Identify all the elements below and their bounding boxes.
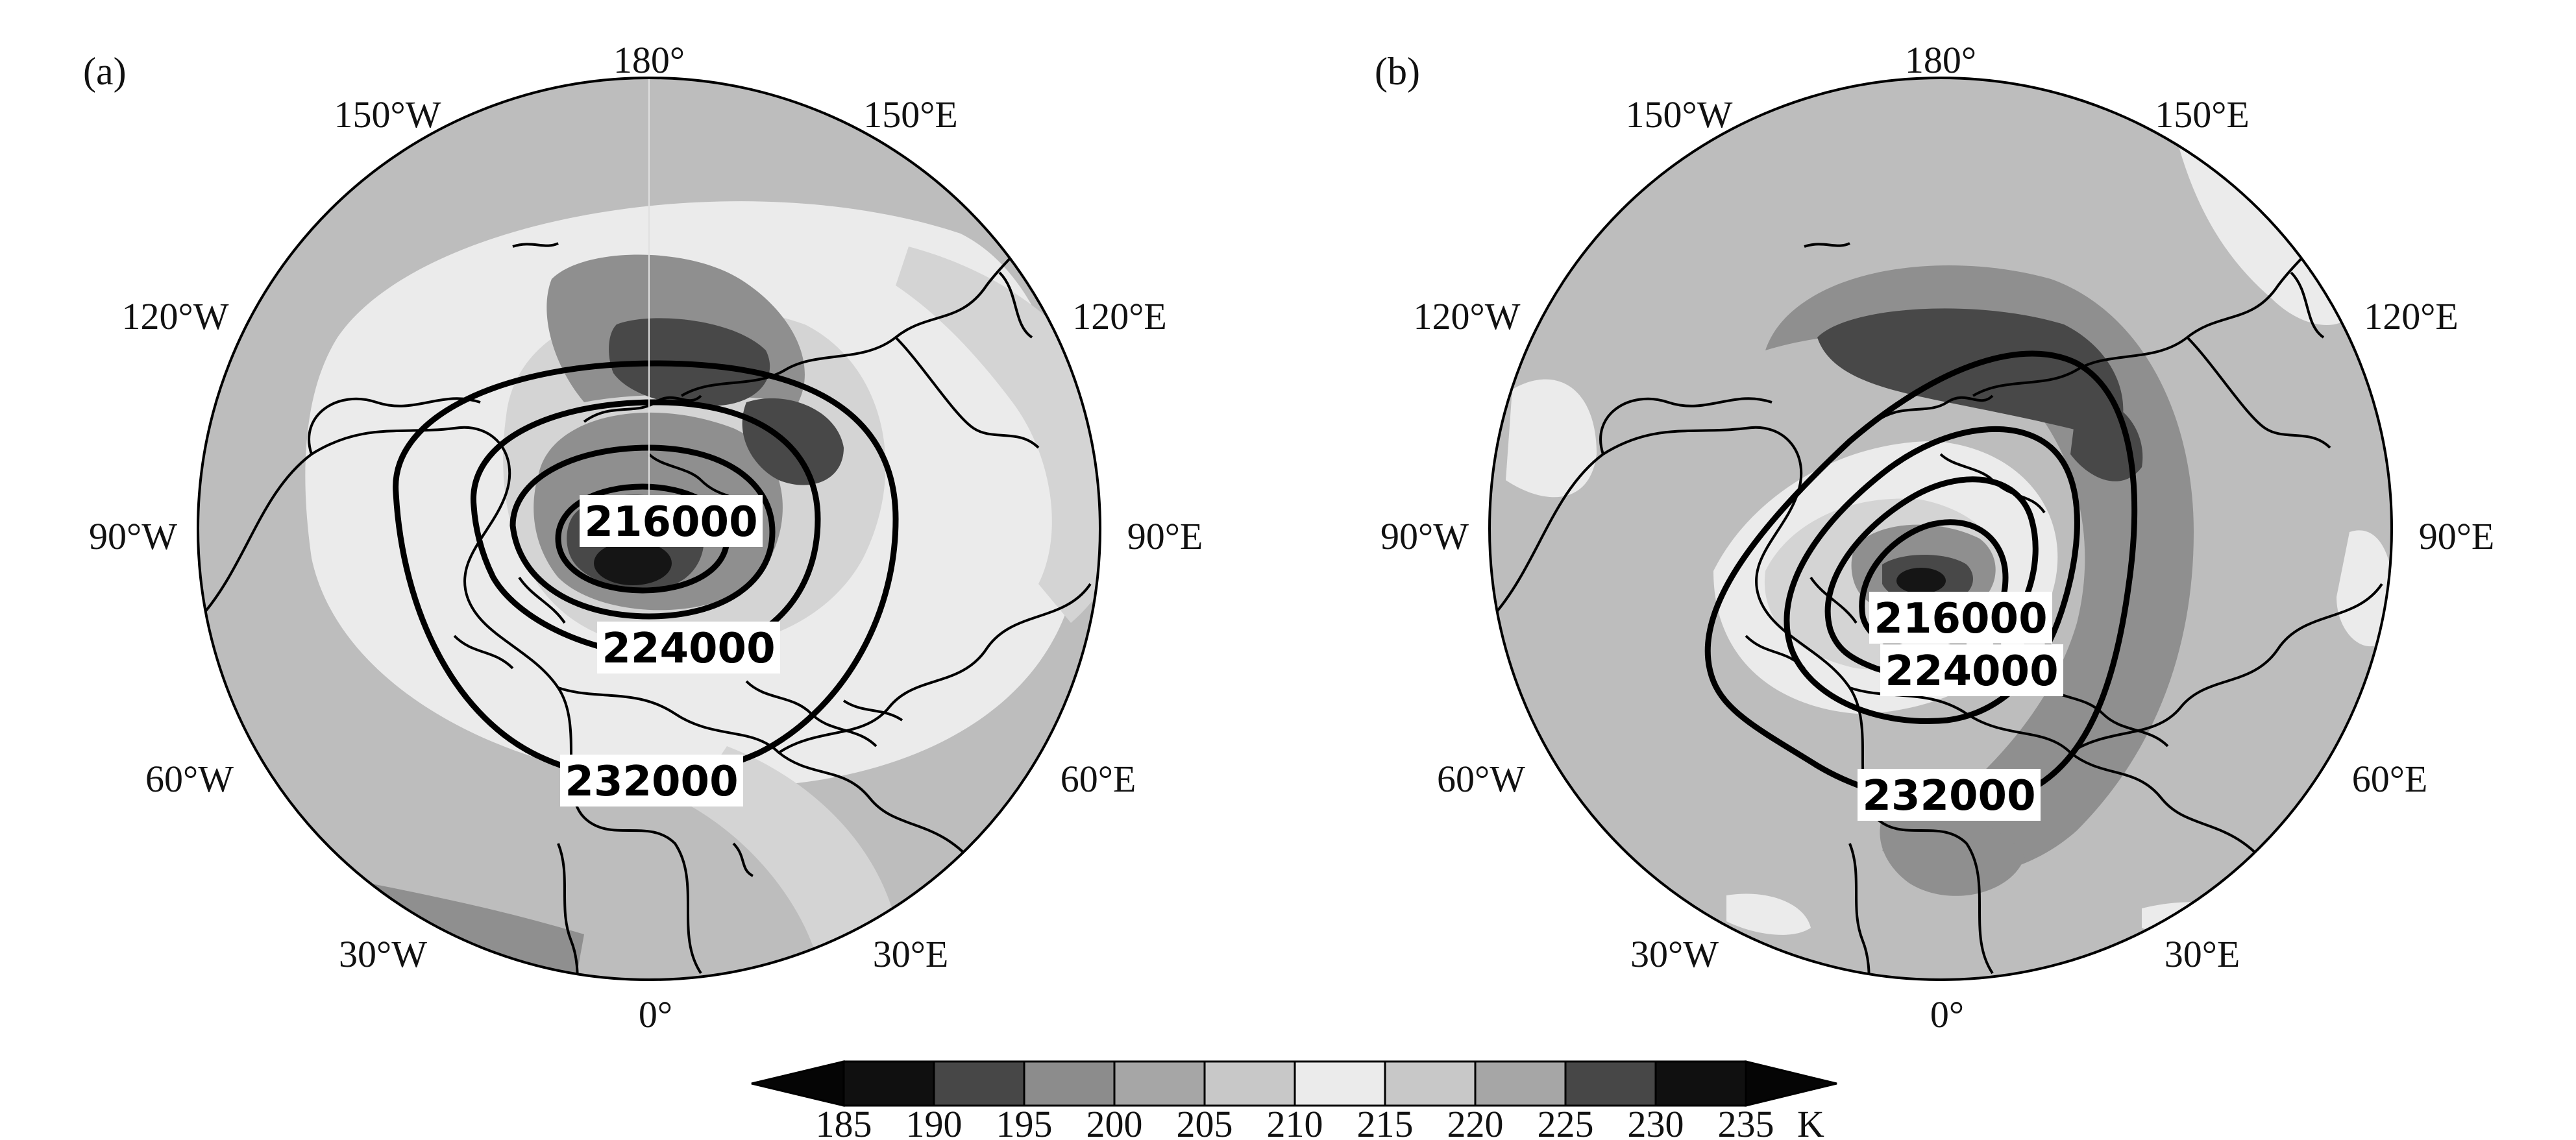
colorbar-box [1294,1060,1386,1107]
panel-a-lon-120w: 120°W [122,295,229,337]
panel-a-contour-label-224000: 224000 [597,622,780,673]
panel-a-lon-120e: 120°E [1072,295,1167,337]
panel-a-lon-30w: 30°W [339,933,427,975]
panel-a-longitude-labels: 180° 150°E 120°E 90°E 60°E 30°E 0° 30°W … [89,39,1203,1036]
panel-a-contours [393,360,899,781]
colorbar-box [1654,1060,1747,1107]
panel-a-lon-150w: 150°W [334,93,441,136]
panel-b-lon-0: 0° [1930,993,1964,1036]
panel-a-lon-60w: 60°W [145,758,234,800]
panel-b-contour-2 [1784,426,2080,724]
panel-b: (b) [1375,39,2494,1036]
panel-b-label: (b) [1375,50,1420,93]
colorbar-boxes [842,1060,1747,1107]
panel-b-mid-lower [1880,812,2025,896]
colorbar-box [1023,1060,1116,1107]
panel-a-light-tail [896,247,1100,623]
panel-a-map-border [197,77,1101,981]
panel-b-contour-label-216000: 216000 [1869,592,2052,644]
panel-b-lon-60w: 60°W [1437,758,1525,800]
panel-a-lon-150e: 150°E [863,93,958,136]
colorbar-tick-label: 200 [1086,1103,1143,1140]
colorbar-box [1113,1060,1206,1107]
colorbar-tick-label: 230 [1628,1103,1684,1140]
panel-a-darkest-core [594,541,672,585]
panel-b-lon-30w: 30°W [1630,933,1719,975]
colorbar-tick-label: 210 [1267,1103,1323,1140]
panel-a-lon-0: 0° [639,993,672,1036]
panel-a-lon-90e: 90°E [1127,515,1203,557]
panel-b-lon-90w: 90°W [1380,515,1469,557]
panel-b-light-bottom-left [1726,893,1811,935]
panel-a-lon-90w: 90°W [89,515,177,557]
colorbar-tick-label: 195 [996,1103,1053,1140]
panel-b-light-edge-left [1506,379,1597,498]
colorbar-tick-label: 220 [1447,1103,1504,1140]
panel-b-dark-right [2070,400,2143,481]
panel-a-contour-outer [393,360,899,781]
panel-a-lon-180: 180° [613,39,685,81]
panel-b-lon-60e: 60°E [2352,758,2428,800]
panel-b-contour-label-232000: 232000 [1858,769,2041,821]
colorbar-tick-label: 190 [906,1103,963,1140]
panel-b-lon-180: 180° [1905,39,1976,81]
panel-a-map [198,78,1100,980]
colorbar-tick-label: 225 [1538,1103,1594,1140]
colorbar-box [1564,1060,1657,1107]
panel-a-contour-label-216000: 216000 [580,495,763,547]
panel-b-contour-label-232000-text: 232000 [1862,772,2035,820]
panel-b-map [1490,78,2392,980]
panel-b-map-border [1488,77,2393,981]
colorbar-upper-extend [1745,1060,1837,1107]
panel-a-label: (a) [83,50,127,93]
colorbar-tick-label: 185 [816,1103,872,1140]
colorbar-box [933,1060,1025,1107]
panel-b-lon-30e: 30°E [2165,933,2240,975]
panel-a-contour-label-232000-text: 232000 [565,758,738,806]
colorbar-box [1384,1060,1477,1107]
panel-b-lon-150e: 150°E [2155,93,2250,136]
colorbar-unit-label: K [1797,1103,1824,1140]
panel-a-contour-label-216000-text: 216000 [584,498,757,546]
colorbar-box [1474,1060,1567,1107]
panel-b-dark-upper [1817,308,2124,441]
panel-a-contour-label-224000-text: 224000 [602,625,775,673]
panel-b-contour-label-224000-text: 224000 [1885,648,2058,696]
panel-a-lon-30e: 30°E [873,933,949,975]
panel-a-contour-label-232000: 232000 [560,755,743,806]
panel-b-lon-150w: 150°W [1626,93,1733,136]
panel-a-contour-middle [471,399,821,659]
panel-a: (a) [83,39,1203,1036]
panel-a-lon-60e: 60°E [1061,758,1136,800]
panel-b-contour-label-224000: 224000 [1880,644,2063,696]
panel-b-contour-label-216000-text: 216000 [1874,595,2047,643]
panel-a-dark-patch-right [742,398,844,485]
panel-b-contour-outer [1704,350,2138,806]
panel-b-darkest-core [1896,568,1946,594]
colorbar-box [1203,1060,1296,1107]
colorbar-tick-labels: 185 190 195 200 205 210 215 220 225 230 235 [816,1103,1774,1140]
colorbar-tick-label: 215 [1357,1103,1414,1140]
panel-b-lon-120e: 120°E [2364,295,2459,337]
panel-b-longitude-labels: 180° 150°E 120°E 90°E 60°E 30°E 0° 30°W … [1380,39,2494,1036]
colorbar-tick-label: 235 [1718,1103,1774,1140]
panel-b-lon-90e: 90°E [2419,515,2495,557]
panel-b-lon-120w: 120°W [1414,295,1521,337]
colorbar-tick-label: 205 [1177,1103,1233,1140]
colorbar-box [842,1060,935,1107]
panel-b-light-edge-right2 [2337,530,2392,647]
colorbar-lower-extend [751,1060,845,1107]
panel-a-contour-inner [509,444,776,620]
colorbar: 185 190 195 200 205 210 215 220 225 230 235 K [751,1060,1837,1140]
